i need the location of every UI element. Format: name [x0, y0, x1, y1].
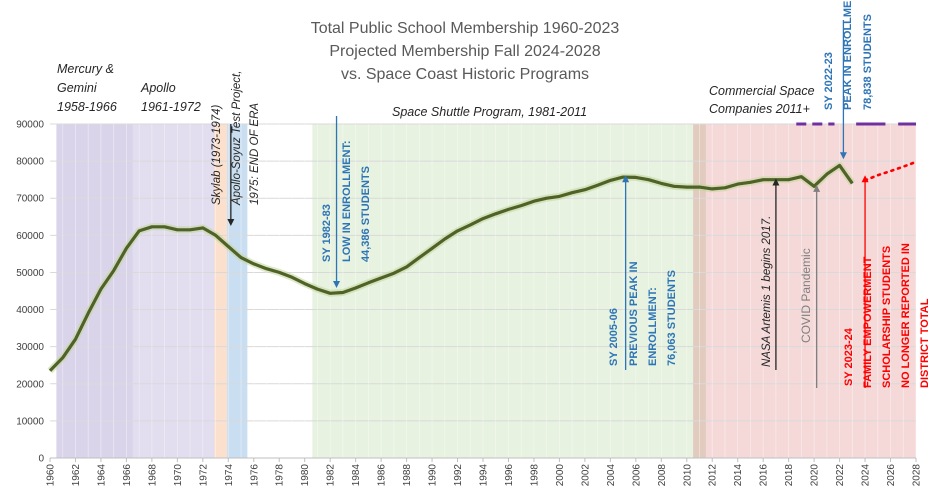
x-tick-label: 1970 [173, 464, 184, 487]
note-fam-3: SCHOLARSHIP STUDENTS [881, 246, 893, 388]
arrow-fam-head [861, 175, 869, 183]
era-label-commercial-1: Commercial Space [709, 84, 815, 98]
x-tick-label: 1964 [96, 464, 107, 487]
x-tick-label: 1998 [529, 464, 540, 487]
x-tick-label: 1996 [504, 464, 515, 487]
arrow-skylab-head [227, 219, 235, 227]
x-tick-label: 1978 [275, 464, 286, 487]
x-tick-label: 2026 [886, 464, 897, 487]
note-soyuz-1: Apollo-Soyuz Test Project, [231, 71, 243, 206]
x-tick-label: 2016 [759, 464, 770, 487]
note-peak-2: PEAK IN ENROLLMENT: [842, 0, 854, 110]
note-fam-1: SY 2023-24 [843, 327, 855, 386]
x-tick-label: 2018 [784, 464, 795, 487]
y-tick-label: 40000 [16, 305, 44, 316]
era-label-mercury-2: Gemini [57, 81, 98, 95]
x-tick-label: 2024 [861, 464, 872, 487]
x-tick-label: 1984 [351, 464, 362, 487]
x-tick-label: 1960 [46, 464, 57, 487]
era-labels: Mercury & Gemini 1958-1966 Apollo 1961-1… [57, 62, 815, 119]
x-tick-label: 1980 [300, 464, 311, 487]
series-lines [47, 160, 918, 374]
note-fam-4: NO LONGER REPORTED IN [900, 243, 912, 388]
note-prev-2: PREVIOUS PEAK IN [628, 261, 640, 366]
era-label-apollo-1: Apollo [140, 81, 176, 95]
chart-title: Total Public School Membership 1960-2023… [311, 20, 620, 83]
x-tick-label: 1988 [402, 464, 413, 487]
arrow-artemis-head [772, 178, 780, 186]
x-tick-label: 1966 [122, 464, 133, 487]
axes: 0 10000 20000 30000 40000 50000 60000 70000 8000… [16, 120, 922, 487]
x-tick-label: 1982 [326, 464, 337, 487]
x-tick-label: 2006 [631, 464, 642, 487]
era-label-mercury-1: Mercury & [57, 62, 114, 76]
y-tick-label: 60000 [16, 231, 44, 242]
note-fam-2: FAMILY EMPOWERMENT [862, 256, 874, 388]
x-tick-label: 2012 [708, 464, 719, 487]
note-low-1: SY 1982-83 [321, 204, 333, 262]
era-label-shuttle: Space Shuttle Program, 1981-2011 [392, 105, 587, 119]
arrow-covid-head [813, 184, 821, 192]
y-tick-label: 80000 [16, 157, 44, 168]
x-tick-label: 1986 [377, 464, 388, 487]
era-band-2 [214, 124, 228, 458]
series-line-0 [48, 163, 854, 372]
note-peak-3: 78,838 STUDENTS [862, 14, 874, 110]
x-tick-label: 1968 [147, 464, 158, 487]
note-low-2: LOW IN ENROLLMENT: [341, 140, 353, 262]
x-tick-label: 1992 [453, 464, 464, 487]
arrow-prev-head [622, 175, 630, 183]
x-tick-label: 2002 [580, 464, 591, 487]
x-tick-label: 2014 [733, 464, 744, 487]
x-tick-label: 1994 [479, 464, 490, 487]
x-tick-label: 2010 [682, 464, 693, 487]
x-tick-label: 1976 [249, 464, 260, 487]
x-tick-label: 2008 [657, 464, 668, 487]
annotation-arrows [227, 20, 869, 388]
note-covid: COVID Pandemic [799, 248, 813, 343]
x-tick-label: 1990 [428, 464, 439, 487]
x-tick-label: 1962 [71, 464, 82, 487]
y-tick-label: 30000 [16, 342, 44, 353]
y-tick-label: 0 [38, 454, 44, 465]
x-tick-label: 2004 [606, 464, 617, 487]
x-tick-label: 2028 [912, 464, 923, 487]
title-line-1: Total Public School Membership 1960-2023 [311, 20, 620, 37]
note-low-3: 44,386 STUDENTS [360, 166, 372, 262]
era-label-commercial-2: Companies 2011+ [709, 102, 810, 116]
note-skylab: Skylab (1973-1974) [211, 104, 223, 205]
era-band-0 [56, 124, 133, 458]
title-line-3: vs. Space Coast Historic Programs [341, 66, 589, 83]
arrow-low-head [333, 281, 341, 289]
y-tick-label: 20000 [16, 379, 44, 390]
y-tick-label: 10000 [16, 416, 44, 427]
note-soyuz-2: 1975: END OF ERA [249, 103, 261, 205]
title-line-2: Projected Membership Fall 2024-2028 [329, 43, 600, 60]
era-bands [56, 124, 916, 458]
y-tick-label: 90000 [16, 120, 44, 131]
era-band-1 [132, 124, 215, 458]
arrow-peak-head [839, 152, 847, 160]
x-tick-label: 2020 [810, 464, 821, 487]
note-artemis: NASA Artemis 1 begins 2017. [761, 216, 773, 367]
note-prev-1: SY 2005-06 [608, 308, 620, 366]
x-tick-label: 2022 [835, 464, 846, 487]
y-tick-label: 50000 [16, 268, 44, 279]
note-prev-4: 76,063 STUDENTS [666, 270, 678, 366]
annotations: Skylab (1973-1974) Apollo-Soyuz Test Pro… [211, 0, 931, 388]
y-tick-label: 70000 [16, 194, 44, 205]
note-peak-1: SY 2022-23 [823, 52, 835, 110]
x-tick-label: 1972 [198, 464, 209, 487]
x-tick-label: 2000 [555, 464, 566, 487]
era-band-5 [693, 124, 706, 458]
x-tick-label: 1974 [224, 464, 235, 487]
era-label-mercury-3: 1958-1966 [57, 100, 117, 114]
era-label-apollo-2: 1961-1972 [141, 100, 201, 114]
note-fam-5: DISTRICT TOTAL [919, 298, 931, 388]
note-prev-3: ENROLLMENT: [647, 287, 659, 366]
era-band-3 [227, 124, 248, 458]
series-line-1 [863, 160, 918, 182]
